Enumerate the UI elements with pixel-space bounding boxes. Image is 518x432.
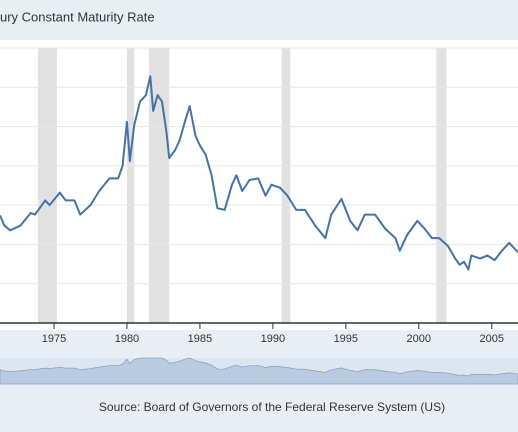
recession-band <box>281 48 291 323</box>
x-tick-label: 2000 <box>407 333 431 345</box>
x-tick-label: 1990 <box>261 333 285 345</box>
x-tick-label: 1980 <box>115 333 139 345</box>
recession-band <box>37 48 57 323</box>
x-tick-label: 2005 <box>479 333 503 345</box>
x-tick-label: 1995 <box>334 333 358 345</box>
recession-band <box>436 48 447 323</box>
series-line <box>0 75 518 271</box>
navigator-area <box>0 357 518 385</box>
plot-background <box>0 40 518 330</box>
source-note: Source: Board of Governors of the Federa… <box>99 400 445 414</box>
chart-title: ury Constant Maturity Rate <box>0 9 155 24</box>
x-tick-label: 1985 <box>188 333 212 345</box>
header-band <box>0 0 518 40</box>
x-tick-label: 1975 <box>42 333 66 345</box>
recession-band <box>126 48 135 323</box>
